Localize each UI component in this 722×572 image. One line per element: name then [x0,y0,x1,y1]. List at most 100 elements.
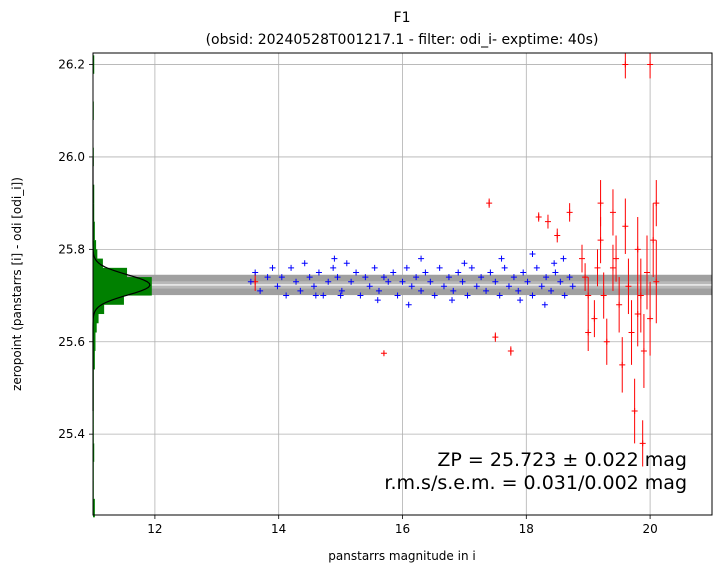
used-point [464,292,471,299]
rejected-point [644,269,651,276]
used-point [487,269,494,276]
used-point [517,297,524,304]
used-point [312,292,319,299]
used-point [257,287,264,294]
used-point [348,278,355,285]
rejected-point [486,200,493,207]
used-point [455,269,462,276]
used-point [380,274,387,281]
used-point [343,260,350,267]
used-point [252,269,259,276]
used-point [449,297,456,304]
rejected-point [582,274,589,281]
used-point [548,287,555,294]
histogram-bar [93,203,95,222]
x-tick-label: 16 [395,522,410,536]
rejected-point [597,237,604,244]
used-point [337,292,344,299]
histogram-bar [93,304,99,324]
used-point [483,287,490,294]
used-point [403,264,410,271]
used-point [551,260,558,267]
used-point [498,255,505,262]
used-point [247,278,254,285]
used-point [543,274,550,281]
rejected-point [628,329,635,336]
used-point [520,269,527,276]
histogram-bar [93,332,96,351]
rejected-point [616,301,623,308]
chart-subtitle: (obsid: 20240528T001217.1 - filter: odi_… [206,32,599,48]
histogram-bar [93,498,95,518]
rejected-point [554,232,561,239]
used-point [427,278,434,285]
used-point [330,264,337,271]
used-point [385,278,392,285]
rejected-point [634,246,641,253]
rejected-point [609,209,616,216]
x-axis-label: panstarrs magnitude in i [328,549,475,563]
chart-title: F1 [394,10,411,26]
used-point [505,283,512,290]
y-tick-label: 26.2 [58,58,85,72]
used-point [529,292,536,299]
used-point [357,292,364,299]
rejected-point [639,440,646,447]
rejected-point [603,338,610,345]
used-point [510,274,517,281]
used-point [445,274,452,281]
used-point [338,287,345,294]
used-point [436,264,443,271]
used-point [569,283,576,290]
x-tick-label: 12 [147,522,162,536]
used-point [533,264,540,271]
used-point [450,287,457,294]
used-point [496,292,503,299]
x-tick-label: 14 [271,522,286,536]
rms-annotation: r.m.s/s.e.m. = 0.031/0.002 mag [384,472,687,494]
histogram-bar [93,184,95,204]
rejected-point [653,200,660,207]
used-point [461,260,468,267]
plot-area: 12 14 16 18 20 25.4 25.6 25.8 26.0 26.2 [58,52,713,536]
histogram-bar [93,258,103,278]
used-point [264,274,271,281]
used-point [422,269,429,276]
zp-annotation: ZP = 25.723 ± 0.022 mag [437,449,687,471]
used-point [501,264,508,271]
rejected-point [585,292,592,299]
used-point [431,292,438,299]
plot-frame [92,52,713,516]
rejected-point [579,255,586,262]
rejected-point [380,350,387,357]
used-point [331,255,338,262]
rejected-point [631,408,638,415]
used-point [301,260,308,267]
used-point [552,269,559,276]
used-point [390,269,397,276]
histogram-bar [93,350,95,370]
used-point [408,283,415,290]
used-point [371,264,378,271]
used-point [561,292,568,299]
y-tick-label: 26.0 [58,150,85,164]
used-point [375,287,382,294]
x-tick-label: 20 [642,522,657,536]
rejected-point [594,264,601,271]
rejected-point [507,347,514,354]
used-point [297,287,304,294]
used-point [478,274,485,281]
used-point [566,274,573,281]
rejected-point [637,292,644,299]
rejected-point [653,278,660,285]
used-point [320,292,327,299]
used-point [468,264,475,271]
rejected-point [650,237,657,244]
y-tick-label: 25.6 [58,335,85,349]
rejected-point [647,61,654,68]
used-point [473,283,480,290]
rejected-point [622,61,629,68]
used-point [278,274,285,281]
rejected-point [597,200,604,207]
rejected-point [600,292,607,299]
